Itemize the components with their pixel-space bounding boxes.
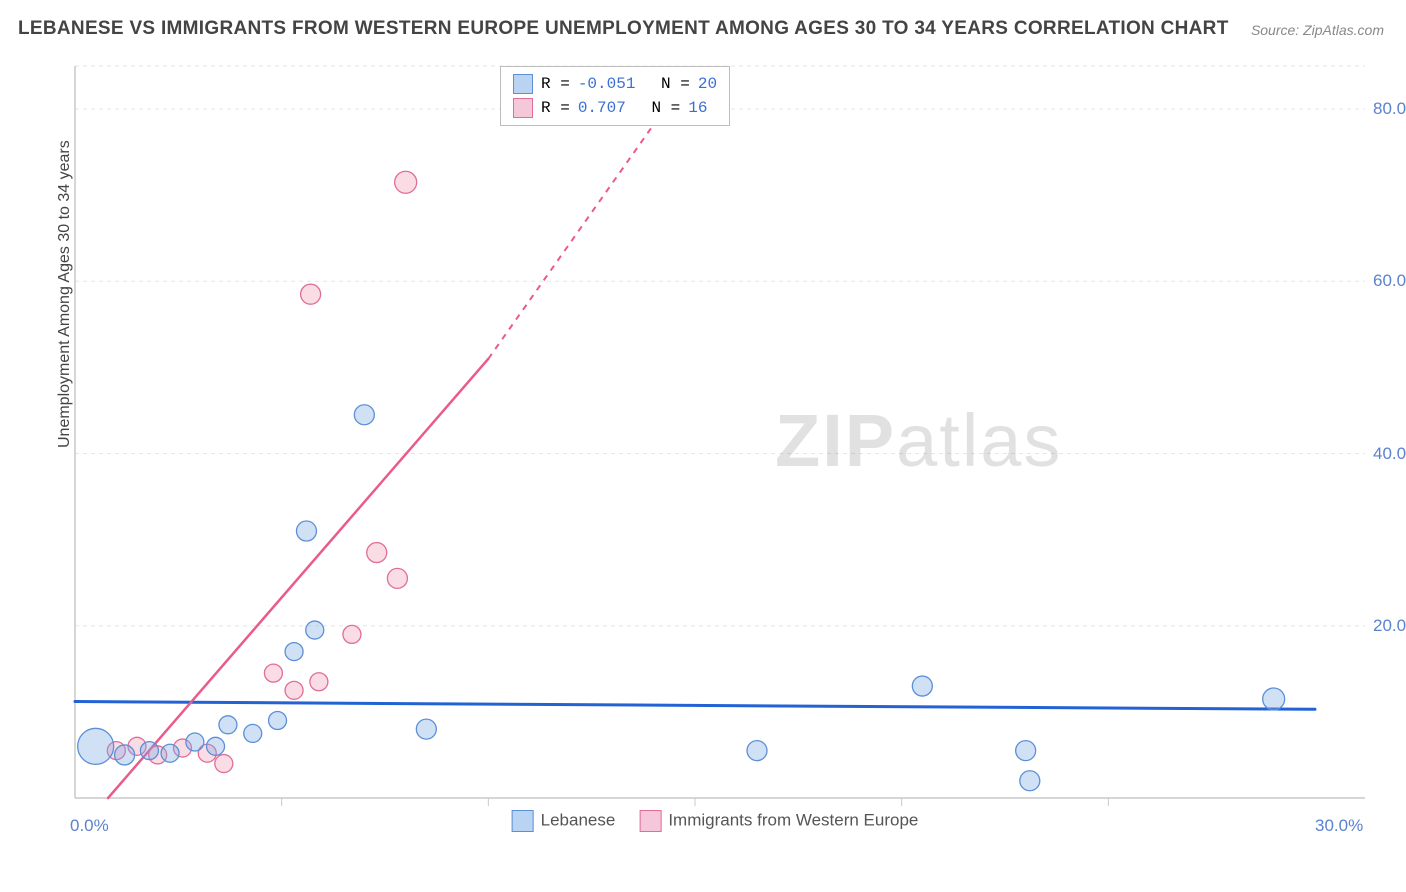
y-tick-60: 60.0%: [1373, 271, 1406, 291]
chart-svg: [55, 58, 1375, 838]
swatch-lebanese-bottom: [512, 810, 534, 832]
chart-title: LEBANESE VS IMMIGRANTS FROM WESTERN EURO…: [18, 18, 1229, 40]
legend-item-lebanese: Lebanese: [512, 810, 616, 832]
y-axis-label: Unemployment Among Ages 30 to 34 years: [56, 140, 74, 448]
x-tick-0: 0.0%: [70, 816, 109, 836]
legend-item-immigrants: Immigrants from Western Europe: [639, 810, 918, 832]
series-legend: Lebanese Immigrants from Western Europe: [512, 810, 919, 832]
y-tick-40: 40.0%: [1373, 444, 1406, 464]
plot-area: Unemployment Among Ages 30 to 34 years Z…: [55, 58, 1375, 838]
x-tick-1: 30.0%: [1315, 816, 1363, 836]
y-tick-20: 20.0%: [1373, 616, 1406, 636]
swatch-lebanese: [513, 74, 533, 94]
correlation-row-lebanese: R = -0.051 N = 20: [513, 72, 717, 96]
source-label: Source: ZipAtlas.com: [1251, 22, 1384, 38]
correlation-legend: R = -0.051 N = 20 R = 0.707 N = 16: [500, 66, 730, 126]
swatch-immigrants-bottom: [639, 810, 661, 832]
correlation-row-immigrants: R = 0.707 N = 16: [513, 96, 717, 120]
y-tick-80: 80.0%: [1373, 99, 1406, 119]
swatch-immigrants: [513, 98, 533, 118]
